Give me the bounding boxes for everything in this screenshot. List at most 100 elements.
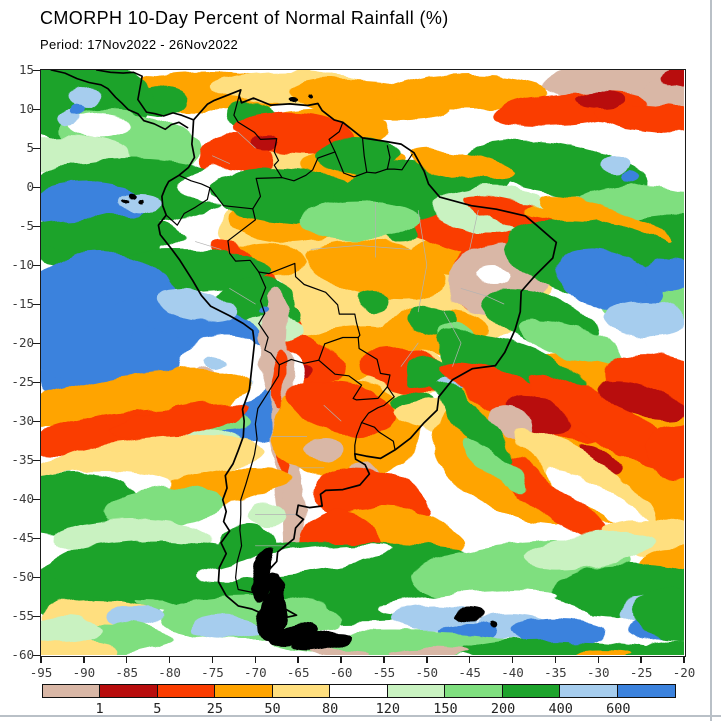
window-edge-right bbox=[710, 0, 712, 721]
y-tick-mark bbox=[33, 264, 40, 266]
x-tick-label--30: -30 bbox=[586, 665, 610, 680]
x-tick-mark bbox=[168, 656, 171, 663]
masked-data-blob bbox=[135, 198, 142, 202]
legend-label-80: 80 bbox=[322, 701, 339, 717]
y-tick-label--25: -25 bbox=[11, 374, 34, 389]
rainfall-map-canvas bbox=[41, 70, 684, 655]
masked-data-blob bbox=[488, 623, 497, 629]
rain-blob bbox=[270, 350, 288, 410]
country-border-line bbox=[165, 187, 211, 226]
state-border-line bbox=[417, 210, 428, 313]
rain-blob bbox=[154, 287, 238, 323]
legend-label-120: 120 bbox=[375, 701, 401, 717]
state-border-line bbox=[400, 342, 419, 367]
rain-blob bbox=[315, 137, 396, 173]
y-tick-mark bbox=[33, 459, 40, 461]
legend-swatch-4 bbox=[271, 684, 332, 698]
x-tick-label--85: -85 bbox=[115, 665, 139, 680]
x-tick-mark bbox=[40, 656, 42, 663]
rain-blob bbox=[41, 217, 186, 253]
y-tick-label--30: -30 bbox=[11, 413, 34, 428]
y-tick-mark bbox=[33, 108, 40, 110]
rain-blob bbox=[111, 401, 250, 439]
state-border-line bbox=[323, 405, 342, 422]
state-borders-layer bbox=[195, 132, 505, 547]
state-border-line bbox=[195, 241, 222, 250]
rain-blob bbox=[577, 444, 623, 476]
rain-blob bbox=[306, 239, 445, 301]
country-border-line bbox=[258, 271, 267, 325]
legend-swatch-6 bbox=[386, 684, 446, 698]
state-border-line bbox=[310, 245, 410, 250]
country-border-line bbox=[234, 364, 280, 596]
legend-label-5: 5 bbox=[153, 701, 162, 717]
y-tick-label--15: -15 bbox=[11, 296, 34, 311]
x-tick-label--75: -75 bbox=[201, 665, 224, 680]
central-america-pacific-coast bbox=[50, 70, 189, 131]
masked-data-blob bbox=[305, 96, 312, 100]
state-border-line bbox=[460, 288, 505, 305]
rain-blob bbox=[41, 616, 101, 644]
masked-data-layer bbox=[121, 96, 497, 654]
country-border-line bbox=[354, 422, 363, 455]
rain-blob bbox=[50, 540, 271, 600]
legend-swatch-3 bbox=[214, 684, 274, 698]
legend-swatch-9 bbox=[559, 684, 619, 698]
rain-blob bbox=[640, 640, 684, 655]
country-border-line bbox=[258, 322, 280, 366]
rain-blob bbox=[390, 74, 551, 110]
y-tick-mark bbox=[33, 654, 40, 656]
legend-label-600: 600 bbox=[606, 701, 631, 717]
rain-blob bbox=[390, 647, 471, 655]
y-tick-mark bbox=[33, 537, 40, 539]
y-tick-mark bbox=[33, 420, 40, 422]
x-tick-label--55: -55 bbox=[372, 665, 396, 680]
country-border-line bbox=[281, 151, 336, 182]
rain-blob bbox=[203, 353, 228, 367]
y-tick-label--5: -5 bbox=[18, 218, 34, 233]
rain-blob bbox=[256, 307, 267, 313]
country-border-line bbox=[366, 168, 388, 174]
rain-blob bbox=[599, 156, 632, 174]
rain-blob bbox=[554, 251, 662, 313]
x-tick-label--45: -45 bbox=[458, 665, 481, 680]
x-tick-mark bbox=[468, 656, 471, 663]
y-tick-mark bbox=[33, 381, 40, 383]
x-tick-mark bbox=[597, 656, 600, 663]
country-border-line bbox=[233, 95, 283, 179]
masked-data-blob bbox=[288, 98, 297, 102]
country-border-line bbox=[361, 386, 395, 424]
rain-blob bbox=[41, 369, 250, 431]
rain-blob bbox=[526, 373, 684, 471]
rain-blob bbox=[196, 543, 395, 581]
y-tick-mark bbox=[33, 615, 40, 617]
y-tick-label-0: 0 bbox=[26, 179, 34, 194]
x-tick-mark bbox=[640, 656, 642, 663]
masked-data-blob bbox=[267, 572, 284, 608]
x-tick-label--80: -80 bbox=[158, 665, 181, 680]
rain-blob bbox=[41, 183, 144, 227]
rain-blob bbox=[630, 590, 684, 640]
y-tick-mark bbox=[33, 303, 40, 305]
rain-blob bbox=[300, 200, 421, 240]
rain-blob bbox=[516, 320, 624, 364]
y-tick-label--60: -60 bbox=[11, 647, 34, 662]
y-tick-mark bbox=[33, 225, 40, 227]
x-tick-label--90: -90 bbox=[72, 665, 96, 680]
state-border-line bbox=[443, 311, 462, 367]
country-border-line bbox=[386, 145, 391, 170]
y-tick-label--50: -50 bbox=[11, 569, 34, 584]
rain-blob bbox=[70, 113, 131, 137]
legend-swatch-8 bbox=[501, 684, 561, 698]
x-tick-mark bbox=[554, 656, 557, 663]
rain-blob bbox=[575, 92, 626, 108]
rain-blob bbox=[660, 70, 684, 86]
chart-title: CMORPH 10-Day Percent of Normal Rainfall… bbox=[40, 8, 449, 28]
x-tick-mark bbox=[254, 656, 257, 663]
country-border-line bbox=[328, 121, 344, 153]
rain-blob bbox=[406, 149, 515, 181]
rain-blob bbox=[512, 619, 609, 645]
rain-blob bbox=[101, 487, 221, 529]
x-tick-label--70: -70 bbox=[244, 665, 267, 680]
country-border-line bbox=[227, 219, 260, 273]
